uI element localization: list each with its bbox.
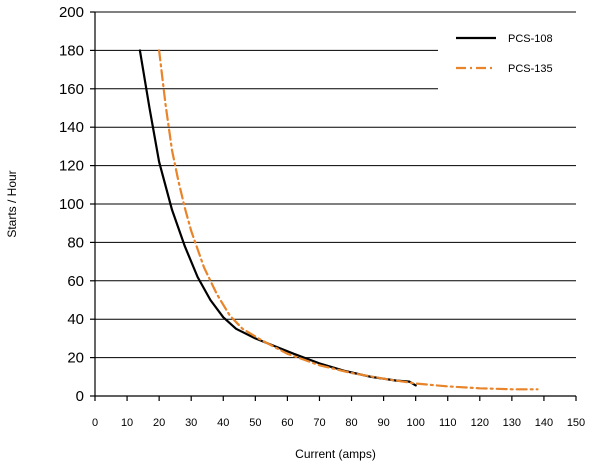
x-tick-label-4: 40 <box>217 417 229 429</box>
series-line-pcs-108 <box>138 49 417 387</box>
x-tick-label-13: 130 <box>503 417 521 429</box>
x-tick-label-3: 30 <box>185 417 197 429</box>
y-tick-label-2: 40 <box>67 311 84 328</box>
y-tick-label-10: 200 <box>59 4 84 21</box>
x-tick-label-9: 90 <box>377 417 389 429</box>
y-tick-label-7: 140 <box>59 119 84 136</box>
x-tick-label-5: 50 <box>249 417 261 429</box>
legend-label-pcs-135: PCS-135 <box>508 63 553 75</box>
y-tick-label-9: 180 <box>59 42 84 59</box>
x-tick-label-12: 120 <box>471 417 489 429</box>
y-tick-label-4: 80 <box>67 234 84 251</box>
y-tick-label-1: 20 <box>67 350 84 367</box>
series-line-pcs-135 <box>158 49 539 391</box>
legend-label-pcs-108: PCS-108 <box>508 33 553 45</box>
x-tick-label-8: 80 <box>345 417 357 429</box>
x-tick-label-6: 60 <box>281 417 293 429</box>
y-tick-label-0: 0 <box>76 388 84 405</box>
x-tick-label-15: 150 <box>567 417 585 429</box>
y-tick-label-3: 60 <box>67 273 84 290</box>
y-tick-label-6: 120 <box>59 158 84 175</box>
x-tick-label-2: 20 <box>153 417 165 429</box>
x-tick-label-7: 70 <box>313 417 325 429</box>
x-tick-label-0: 0 <box>92 417 98 429</box>
legend: PCS-108 PCS-135 <box>445 25 557 85</box>
legend-background <box>445 25 557 85</box>
y-axis-label: Starts / Hour <box>5 170 19 237</box>
y-axis-ticks: 0 20 40 60 80 100 120 140 160 180 200 <box>59 4 95 405</box>
x-axis-ticks: 0 10 20 30 40 50 60 70 80 90 100 110 120 130 140 150 <box>92 396 585 429</box>
x-tick-label-11: 110 <box>439 417 457 429</box>
x-tick-label-1: 10 <box>121 417 133 429</box>
series-layer <box>138 49 539 391</box>
x-axis-label: Current (amps) <box>295 447 376 461</box>
x-tick-label-14: 140 <box>535 417 553 429</box>
y-tick-label-5: 100 <box>59 196 84 213</box>
x-tick-label-10: 100 <box>406 417 424 429</box>
y-tick-label-8: 160 <box>59 81 84 98</box>
